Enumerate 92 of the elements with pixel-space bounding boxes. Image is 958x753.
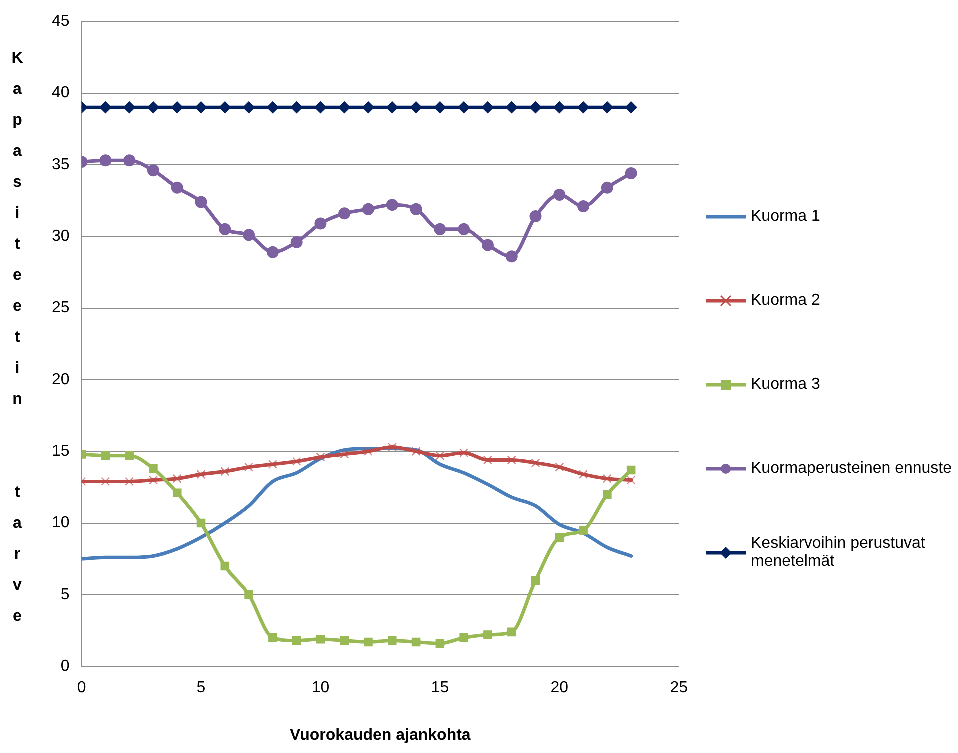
point [434, 102, 446, 114]
point [290, 102, 303, 114]
point [196, 518, 206, 528]
point [171, 182, 184, 194]
y-tick-label: 15 [52, 443, 70, 460]
point [149, 464, 158, 474]
y-tick-label: 45 [52, 13, 70, 30]
point [219, 223, 232, 236]
point [601, 182, 614, 194]
y-tick-label: 40 [52, 84, 70, 102]
point [219, 102, 232, 114]
point [555, 533, 564, 542]
legend-label: Kuorma 1 [751, 208, 820, 226]
point [625, 102, 638, 114]
point [290, 236, 303, 248]
point [266, 102, 279, 114]
point [125, 452, 134, 460]
point [484, 630, 492, 640]
point [482, 102, 494, 114]
point [507, 628, 516, 637]
point [531, 576, 540, 585]
y-tick-label: 20 [52, 371, 70, 388]
point [195, 196, 208, 208]
point [243, 102, 256, 114]
y-tick-label: 35 [52, 156, 70, 174]
point [338, 102, 351, 114]
point [147, 164, 160, 177]
point [101, 452, 110, 460]
y-tick-label: 25 [52, 300, 70, 317]
point [292, 636, 302, 646]
point [506, 250, 518, 263]
point [386, 199, 398, 212]
x-tick-label: 25 [670, 680, 688, 697]
point [530, 102, 542, 114]
legend-label: Kuorma 3 [751, 376, 820, 394]
x-tick-label: 10 [312, 680, 330, 697]
point [603, 490, 612, 499]
y-axis-title: Kapasiteetin tarve [8, 50, 27, 640]
point [362, 102, 375, 114]
point [458, 102, 470, 114]
y-tick-label: 10 [52, 514, 70, 532]
point [579, 526, 588, 535]
y-tick-label: 5 [60, 586, 70, 604]
point [578, 200, 590, 212]
point [195, 102, 208, 114]
point [460, 634, 468, 642]
x-axis-title: Vuorokauden ajankohta [290, 726, 471, 744]
x-tick-label: 20 [550, 680, 569, 697]
point [578, 102, 590, 114]
point [243, 229, 256, 242]
legend-label: Kuorma 2 [751, 292, 820, 310]
x-tick-label: 15 [431, 680, 450, 697]
point [554, 189, 566, 202]
point [124, 102, 136, 114]
point [316, 634, 326, 644]
point [268, 634, 278, 642]
point [554, 102, 566, 114]
point [434, 223, 446, 236]
point [220, 562, 230, 571]
point [314, 102, 327, 114]
point [314, 218, 327, 230]
y-tick-label: 0 [60, 658, 70, 676]
legend-label: Keskiarvoihin perustuvat menetelmät [751, 535, 926, 571]
point [458, 223, 470, 236]
point [244, 590, 254, 600]
point [147, 102, 160, 114]
x-tick-label: 5 [196, 680, 206, 697]
point [412, 638, 421, 647]
point [410, 203, 422, 216]
point [388, 636, 397, 646]
point [482, 239, 494, 252]
point [530, 210, 542, 223]
point [626, 466, 636, 475]
point [124, 154, 136, 167]
legend-label: Kuormaperusteinen ennuste [751, 460, 952, 478]
point [100, 102, 112, 114]
point [266, 246, 279, 258]
x-tick-label: 0 [77, 680, 86, 697]
point [386, 102, 398, 114]
point [436, 639, 445, 648]
point [340, 636, 349, 646]
point [625, 168, 638, 180]
point [172, 488, 182, 498]
y-tick-label: 30 [52, 228, 70, 246]
point [100, 154, 112, 167]
point [506, 102, 518, 114]
point [410, 102, 422, 114]
point [171, 102, 184, 114]
point [338, 208, 351, 220]
point [601, 102, 614, 114]
point [364, 638, 373, 647]
point [362, 203, 375, 216]
